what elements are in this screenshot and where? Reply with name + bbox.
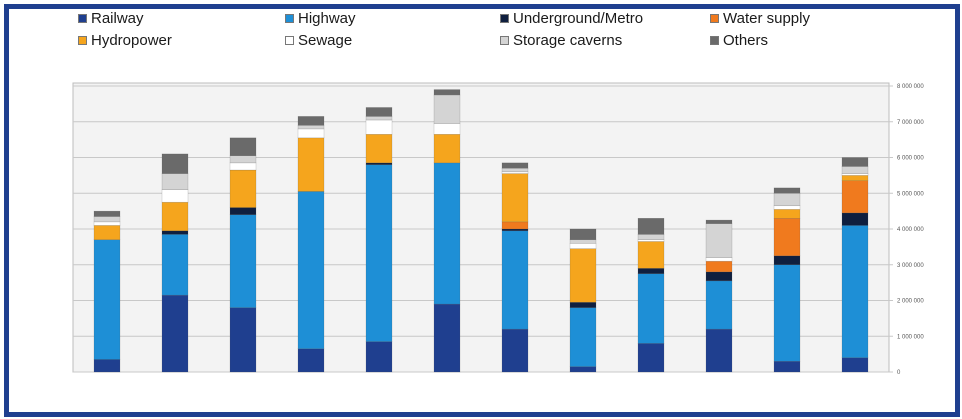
bar-segment-storage-caverns bbox=[230, 156, 256, 163]
bar-segment-water-supply bbox=[706, 261, 732, 272]
bar-segment-sewage bbox=[774, 206, 800, 210]
bar-segment-highway bbox=[842, 225, 868, 357]
bar-segment-others bbox=[94, 211, 120, 216]
bar-segment-railway bbox=[366, 342, 392, 372]
bar-segment-storage-caverns bbox=[570, 240, 596, 244]
y-axis-ticks: 0 1 000 000 2 000 000 3 000 000 4 000 000 5 0… bbox=[897, 84, 924, 376]
bar-segment-others bbox=[638, 218, 664, 234]
bar-segment-highway bbox=[366, 165, 392, 342]
y-tick-label: 6 000 000 bbox=[897, 156, 924, 162]
bar-segment-railway bbox=[230, 308, 256, 372]
bar-segment-underground-metro bbox=[842, 213, 868, 226]
bar-segment-underground-metro bbox=[706, 272, 732, 281]
bar-segment-hydropower bbox=[162, 202, 188, 231]
bar-segment-underground-metro bbox=[570, 302, 596, 307]
bar-segment-sewage bbox=[638, 240, 664, 242]
bar-segment-highway bbox=[570, 308, 596, 367]
bar-segment-underground-metro bbox=[638, 268, 664, 273]
bar-segment-highway bbox=[162, 234, 188, 295]
bar-segment-others bbox=[570, 229, 596, 240]
bar-segment-railway bbox=[162, 295, 188, 372]
bar-segment-hydropower bbox=[230, 170, 256, 208]
bar-segment-sewage bbox=[366, 120, 392, 134]
bar-segment-water-supply bbox=[842, 181, 868, 213]
bar-segment-hydropower bbox=[638, 242, 664, 269]
bar-segment-railway bbox=[434, 304, 460, 372]
bar-segment-railway bbox=[706, 329, 732, 372]
bar-segment-storage-caverns bbox=[706, 224, 732, 258]
bar-segment-storage-caverns bbox=[434, 95, 460, 124]
bar-segment-highway bbox=[298, 191, 324, 348]
bar-segment-hydropower bbox=[774, 209, 800, 218]
bar-segment-underground-metro bbox=[230, 208, 256, 215]
y-tick-label: 3 000 000 bbox=[897, 263, 924, 269]
y-tick-label: 5 000 000 bbox=[897, 191, 924, 197]
bar-segment-sewage bbox=[502, 172, 528, 174]
bar-segment-underground-metro bbox=[162, 231, 188, 235]
bar-segment-hydropower bbox=[366, 134, 392, 163]
bar-segment-hydropower bbox=[570, 249, 596, 303]
bar-segment-hydropower bbox=[434, 134, 460, 163]
bar-segment-others bbox=[366, 107, 392, 116]
bar-segment-sewage bbox=[842, 174, 868, 176]
bar-segment-highway bbox=[774, 265, 800, 362]
bar-segment-railway bbox=[570, 367, 596, 372]
bar-segment-others bbox=[502, 163, 528, 168]
bar-segment-highway bbox=[638, 274, 664, 344]
bar-segment-underground-metro bbox=[366, 163, 392, 165]
bar-segment-others bbox=[162, 154, 188, 174]
bar-segment-storage-caverns bbox=[638, 234, 664, 239]
bar-segment-others bbox=[230, 138, 256, 156]
bar-segment-hydropower bbox=[298, 138, 324, 192]
bar-segment-storage-caverns bbox=[774, 193, 800, 206]
bar-segment-storage-caverns bbox=[162, 174, 188, 190]
bar-segment-storage-caverns bbox=[366, 116, 392, 120]
plot-area bbox=[73, 83, 889, 372]
bar-segment-others bbox=[774, 188, 800, 193]
y-tick-label: 8 000 000 bbox=[897, 84, 924, 90]
bar-segment-others bbox=[706, 220, 732, 224]
bar-segment-sewage bbox=[706, 258, 732, 262]
bar-segment-railway bbox=[842, 358, 868, 372]
bar-segment-highway bbox=[502, 231, 528, 329]
bar-segment-water-supply bbox=[774, 218, 800, 256]
bar-segment-railway bbox=[94, 359, 120, 372]
bar-segment-highway bbox=[230, 215, 256, 308]
bar-segment-others bbox=[434, 90, 460, 95]
bar-segment-railway bbox=[638, 343, 664, 372]
bar-segment-others bbox=[842, 158, 868, 167]
bar-segment-sewage bbox=[230, 163, 256, 170]
bar-segment-storage-caverns bbox=[502, 168, 528, 172]
bar-segment-hydropower bbox=[842, 175, 868, 180]
bar-segment-highway bbox=[94, 240, 120, 360]
y-tick-label: 1 000 000 bbox=[897, 334, 924, 340]
bar-segment-sewage bbox=[94, 222, 120, 226]
bar-segment-hydropower bbox=[94, 225, 120, 239]
bar-segment-underground-metro bbox=[774, 256, 800, 265]
bar-segment-railway bbox=[502, 329, 528, 372]
bar-segment-storage-caverns bbox=[298, 125, 324, 129]
bar-segment-hydropower bbox=[502, 174, 528, 222]
bar-segment-sewage bbox=[434, 124, 460, 135]
bar-segment-highway bbox=[706, 281, 732, 329]
bar-segment-underground-metro bbox=[502, 229, 528, 231]
bar-segment-sewage bbox=[298, 129, 324, 138]
bar-segment-sewage bbox=[162, 190, 188, 203]
bar-segment-highway bbox=[434, 163, 460, 304]
y-tick-label: 4 000 000 bbox=[897, 227, 924, 233]
bar-segment-storage-caverns bbox=[94, 216, 120, 221]
bar-segment-water-supply bbox=[502, 222, 528, 229]
bar-segment-sewage bbox=[570, 243, 596, 248]
bar-segment-storage-caverns bbox=[842, 166, 868, 173]
y-tick-label: 2 000 000 bbox=[897, 299, 924, 305]
bar-segment-others bbox=[298, 116, 324, 125]
y-tick-label: 7 000 000 bbox=[897, 120, 924, 126]
y-tick-label: 0 bbox=[897, 370, 901, 376]
bar-segment-railway bbox=[774, 361, 800, 372]
bar-segment-railway bbox=[298, 349, 324, 372]
